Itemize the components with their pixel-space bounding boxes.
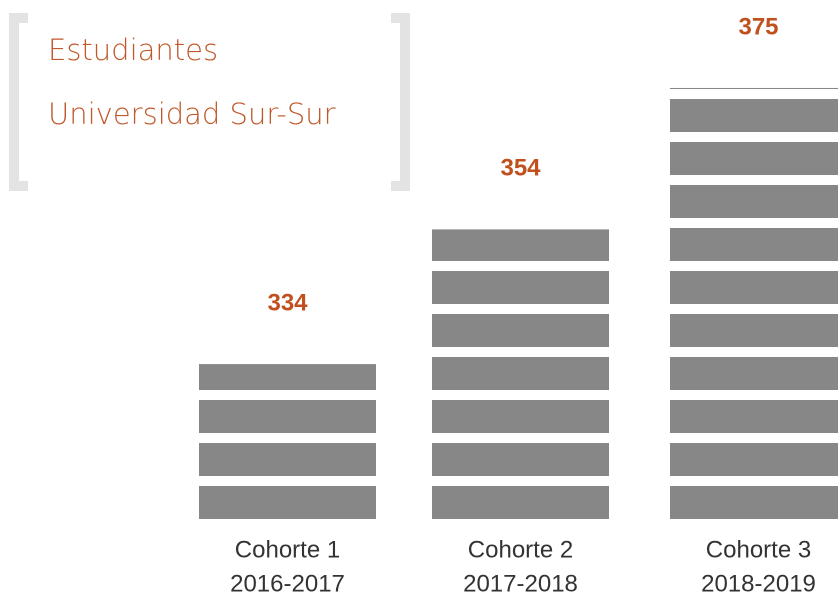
value-label: 375 [738,13,778,40]
bar-gap [199,433,376,443]
chart-subtitle: Universidad Sur-Sur [48,97,336,131]
value-label: 334 [267,289,308,316]
x-tick-label: Cohorte 3 [706,536,811,563]
x-tick-label: Cohorte 2 [468,536,573,563]
bar-gap [670,261,838,271]
bar [432,229,609,519]
bar-gap [670,304,838,314]
x-tick-sublabel: 2016-2017 [230,570,345,597]
bracket-left [9,13,28,191]
bar-gap [199,476,376,486]
x-tick-sublabel: 2017-2018 [463,570,578,597]
bar-gap [670,89,838,99]
bar-gap [432,304,609,314]
bar [670,87,838,519]
bar-gap [670,175,838,185]
chart-title: Estudiantes [48,33,218,67]
bar-gap [199,390,376,400]
bar-gap [432,347,609,357]
bar-gap [432,433,609,443]
bar-gap [432,476,609,486]
x-tick-label: Cohorte 1 [235,536,340,563]
value-label: 354 [500,155,541,182]
bar-gap [432,261,609,271]
bar-gap [670,433,838,443]
bar-gap [432,390,609,400]
x-tick-sublabel: 2018-2019 [701,570,816,597]
bar-gap [670,347,838,357]
bar-gap [670,218,838,228]
bar-gap [670,476,838,486]
bar-gap [670,390,838,400]
bracket-right [391,13,410,191]
bar-gap [670,132,838,142]
